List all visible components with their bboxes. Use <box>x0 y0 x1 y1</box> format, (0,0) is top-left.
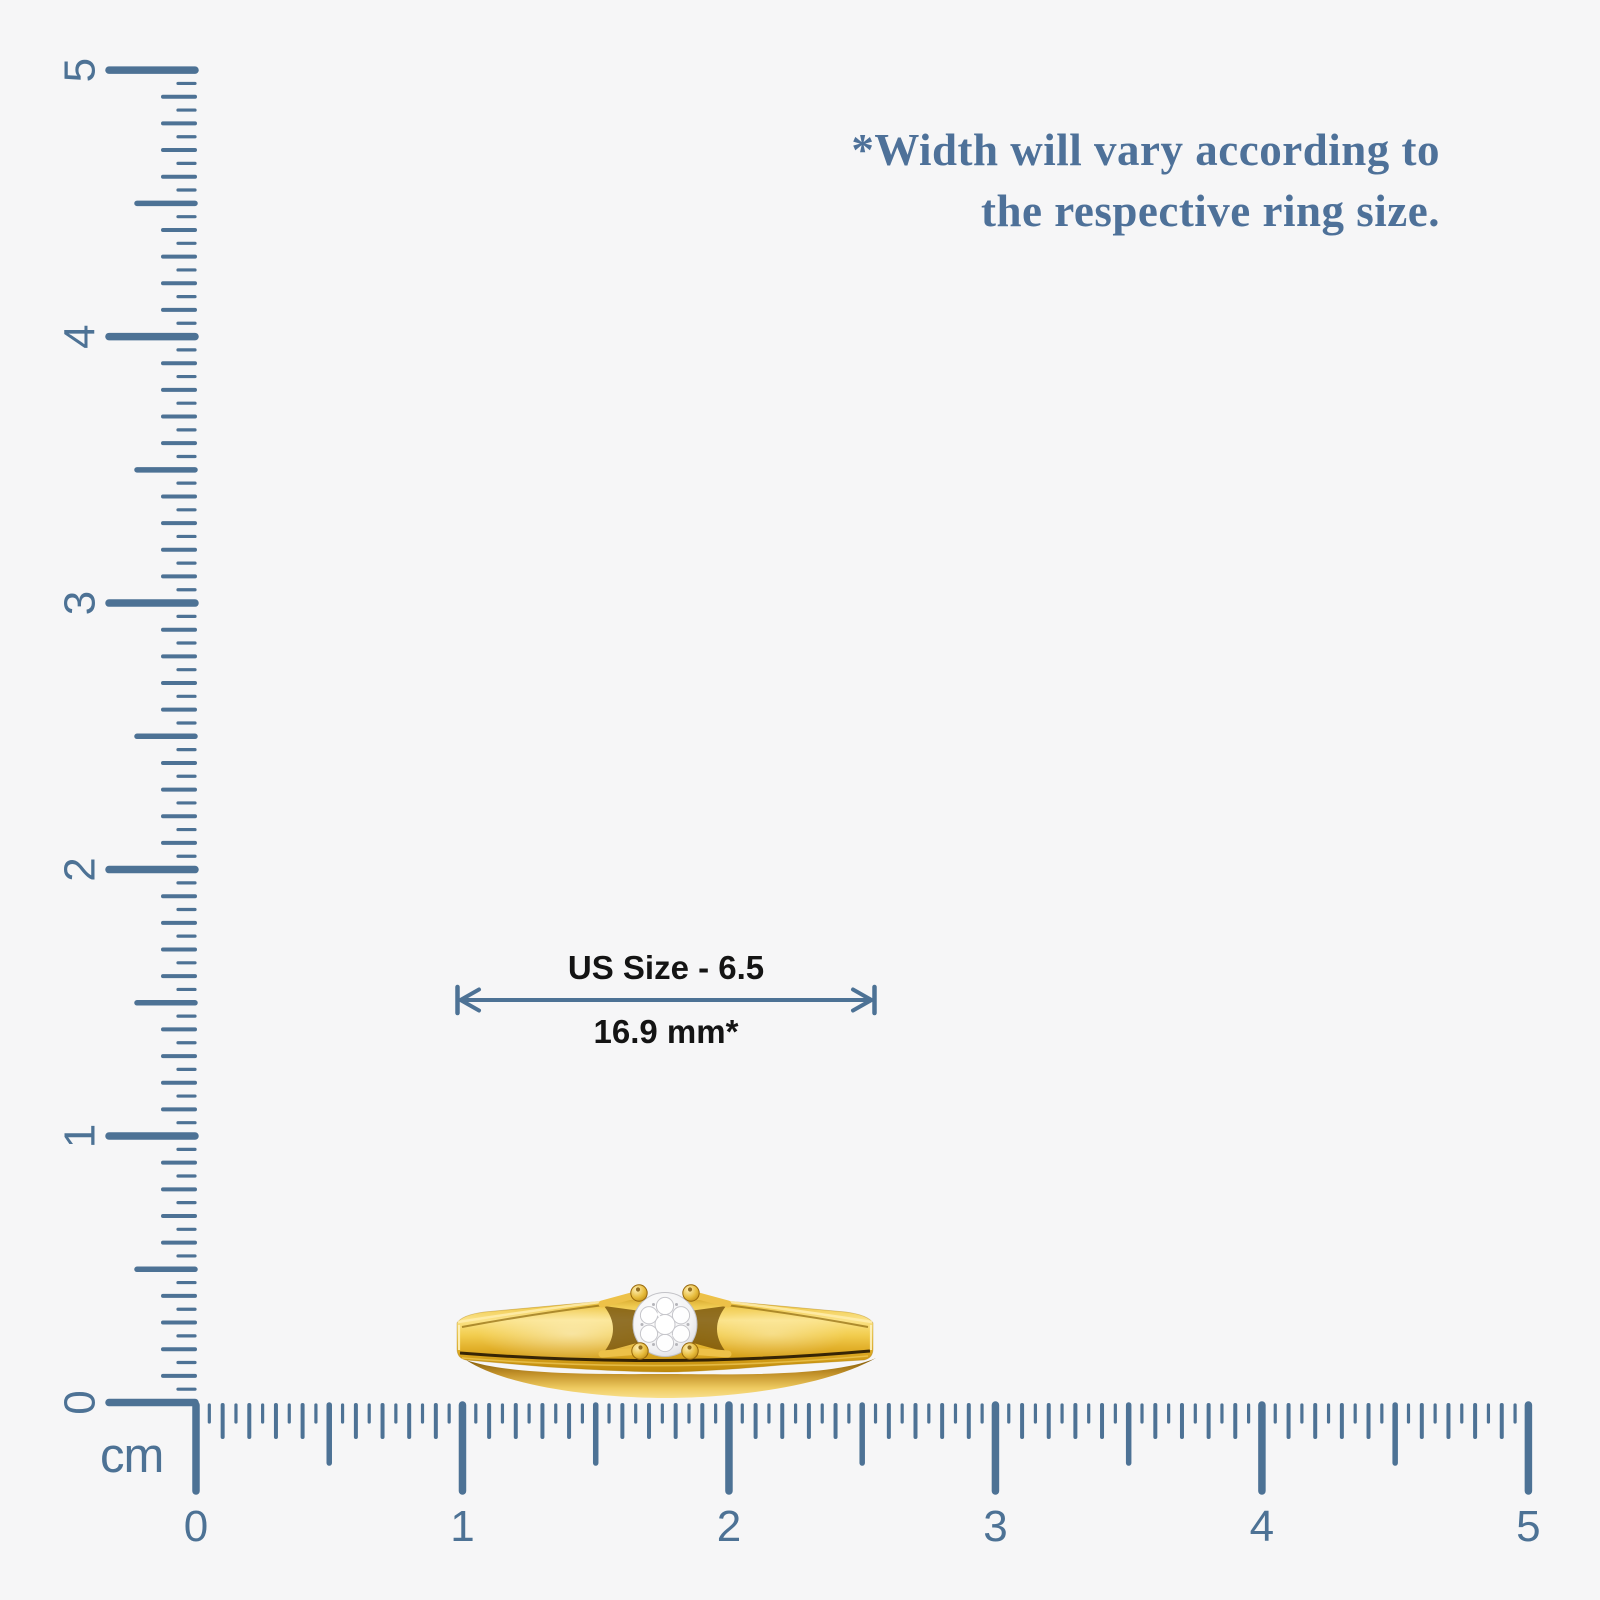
ruler-number: 3 <box>55 591 104 615</box>
facet-dots <box>640 1303 690 1346</box>
ring-image <box>456 1284 876 1398</box>
ruler-number: 5 <box>1516 1502 1540 1551</box>
horizontal-ruler-ticks <box>192 1401 1533 1495</box>
diamond-sparkle <box>653 1310 680 1342</box>
mm-width-label: 16.9 mm* <box>594 1013 739 1050</box>
ruler-number: 0 <box>55 1390 104 1414</box>
width-note: *Width will vary according to the respec… <box>851 120 1440 242</box>
ruler-number: 4 <box>55 324 104 348</box>
ruler-number: 1 <box>450 1502 474 1551</box>
ruler-number: 3 <box>983 1502 1007 1551</box>
band-sheen-right <box>697 1310 847 1358</box>
unit-label: cm <box>100 1429 163 1483</box>
us-size-label: US Size - 6.5 <box>568 949 764 986</box>
ruler-number: 5 <box>55 58 104 82</box>
ruler-number: 1 <box>55 1124 104 1148</box>
bevel-line-right <box>725 1304 869 1328</box>
width-note-line1: *Width will vary according to <box>851 125 1440 175</box>
diamond-facets <box>639 1296 691 1353</box>
ruler-number: 2 <box>55 857 104 881</box>
vertical-ruler-ticks <box>105 66 199 1407</box>
horizontal-ruler-labels: 0 1 2 3 4 5 <box>184 1502 1541 1551</box>
bevel-line-left <box>461 1304 605 1328</box>
ring-underside <box>466 1358 876 1398</box>
groove-highlight <box>461 1355 869 1367</box>
ruler-number: 2 <box>717 1502 741 1551</box>
ruler-number: 0 <box>184 1502 208 1551</box>
width-note-line2: the respective ring size. <box>980 186 1440 236</box>
ruler-number: 4 <box>1250 1502 1274 1551</box>
vertical-ruler-labels: 0 1 2 3 4 5 <box>55 58 104 1415</box>
arrow-head-right <box>851 987 874 1013</box>
arrow-head-left <box>458 987 481 1013</box>
groove-line <box>459 1349 871 1363</box>
prongs <box>630 1284 700 1360</box>
prong-dots <box>635 1287 693 1350</box>
dimension-arrow <box>455 984 877 1016</box>
